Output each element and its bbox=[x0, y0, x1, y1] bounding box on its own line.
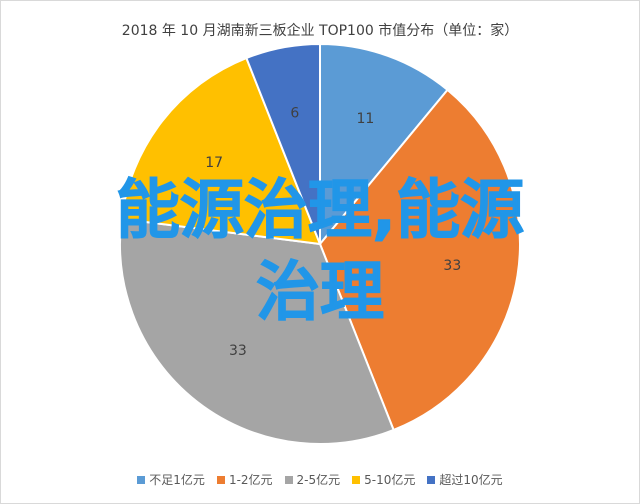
pie-slice-3 bbox=[119, 217, 395, 445]
pie-data-label-1: 11 bbox=[356, 111, 374, 127]
legend-swatch-5 bbox=[427, 475, 436, 484]
legend-item-2: 1-2亿元 bbox=[216, 471, 273, 488]
legend-label-3: 2-5亿元 bbox=[296, 473, 341, 487]
overlay-text-line-1: 能源治理,能源 bbox=[115, 174, 525, 249]
pie-slice-5 bbox=[245, 42, 321, 245]
legend-label-4: 5-10亿元 bbox=[364, 473, 416, 487]
legend-label-1: 不足1亿元 bbox=[149, 473, 205, 487]
legend-label-2: 1-2亿元 bbox=[228, 473, 273, 487]
pie-data-label-2: 33 bbox=[443, 258, 461, 274]
pie-slice-4 bbox=[120, 56, 322, 246]
legend-label-5: 超过10亿元 bbox=[439, 473, 503, 487]
legend-item-1: 不足1亿元 bbox=[137, 471, 205, 488]
pie-data-label-5: 6 bbox=[290, 105, 299, 121]
legend-swatch-2 bbox=[216, 475, 225, 484]
legend-item-3: 2-5亿元 bbox=[284, 471, 341, 488]
legend-item-5: 超过10亿元 bbox=[427, 471, 503, 488]
pie-slice-1 bbox=[319, 42, 449, 247]
pie-slice-2 bbox=[318, 88, 521, 432]
legend-swatch-3 bbox=[284, 475, 293, 484]
overlay-text-line-2: 治理 bbox=[256, 256, 385, 331]
pie-data-label-3: 33 bbox=[229, 343, 247, 359]
legend-swatch-1 bbox=[137, 475, 146, 484]
legend-swatch-4 bbox=[352, 475, 361, 484]
legend-item-4: 5-10亿元 bbox=[352, 471, 415, 488]
pie-data-label-4: 17 bbox=[205, 155, 223, 171]
chart-title: 2018 年 10 月湖南新三板企业 TOP100 市值分布（单位：家） bbox=[121, 23, 519, 39]
watermark-overlay-text: 能源治理,能源 治理 bbox=[0, 170, 640, 334]
chart-legend: 不足1亿元 1-2亿元 2-5亿元 5-10亿元 超过10亿元 bbox=[0, 471, 640, 488]
